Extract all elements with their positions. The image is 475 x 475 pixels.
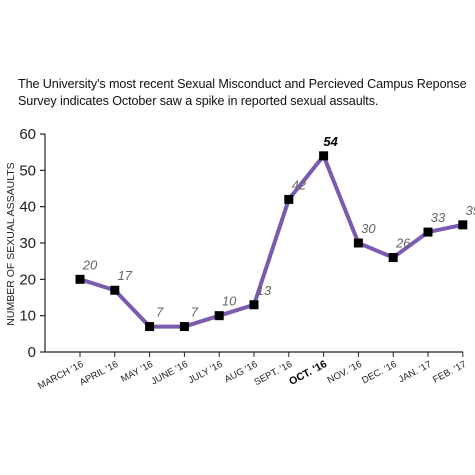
y-tick-label: 30 — [19, 235, 36, 252]
data-label: 13 — [257, 283, 272, 298]
y-tick-label: 50 — [19, 162, 36, 179]
data-labels: 20 17 7 7 10 13 42 54 30 26 33 35 — [82, 134, 475, 320]
data-label: 17 — [118, 268, 133, 283]
x-tick-label: FEB. '17 — [431, 359, 468, 386]
x-tick-label: DEC. '16 — [360, 359, 398, 386]
y-axis-label: NUMBER OF SEXUAL ASSAULTS — [5, 162, 17, 325]
data-label: 20 — [82, 257, 98, 272]
data-point-marker — [388, 253, 398, 263]
data-point-marker — [353, 238, 363, 248]
x-tick-label: NOV. '16 — [326, 359, 364, 386]
data-point-marker — [179, 322, 189, 332]
x-tick-label: SEPT. '16 — [252, 359, 294, 388]
x-tick-label: JAN. '17 — [397, 359, 434, 385]
data-point-marker — [249, 300, 259, 310]
data-label: 7 — [156, 305, 164, 320]
series-line — [78, 153, 465, 329]
data-label: 30 — [361, 221, 376, 236]
data-point-markers — [75, 151, 468, 332]
data-label: 35 — [466, 203, 475, 218]
x-tick-label: JUNE '16 — [149, 359, 189, 387]
data-point-marker — [284, 194, 294, 204]
chart-subtitle: The University's most recent Sexual Misc… — [18, 77, 467, 108]
data-label: 26 — [395, 236, 411, 251]
data-label: 10 — [222, 294, 237, 309]
data-point-marker — [75, 274, 85, 284]
series-line-group — [78, 153, 465, 329]
data-point-marker — [110, 285, 120, 295]
x-tick-label: OCT. '16 — [287, 358, 329, 388]
data-point-marker — [319, 151, 329, 161]
data-point-marker — [145, 322, 155, 332]
y-tick-label: 10 — [19, 308, 36, 325]
x-tick-label: MAY '16 — [119, 359, 155, 385]
y-tick-label: 60 — [19, 126, 36, 143]
data-label: 7 — [191, 305, 199, 320]
data-point-marker — [423, 227, 433, 237]
x-tick-label: APRIL '16 — [78, 359, 120, 388]
y-tick-label: 20 — [19, 271, 36, 288]
y-tick-label: 0 — [28, 344, 36, 361]
x-tick-label: JULY '16 — [186, 359, 224, 386]
y-axis-ticks: 0 10 20 30 40 50 60 — [19, 126, 45, 361]
y-tick-label: 40 — [19, 199, 36, 216]
x-tick-label: MARCH '16 — [36, 359, 85, 392]
data-label: 42 — [292, 177, 307, 192]
data-point-marker — [458, 220, 468, 230]
data-label: 33 — [431, 210, 446, 225]
data-point-marker — [214, 311, 224, 321]
data-label: 54 — [323, 134, 338, 149]
